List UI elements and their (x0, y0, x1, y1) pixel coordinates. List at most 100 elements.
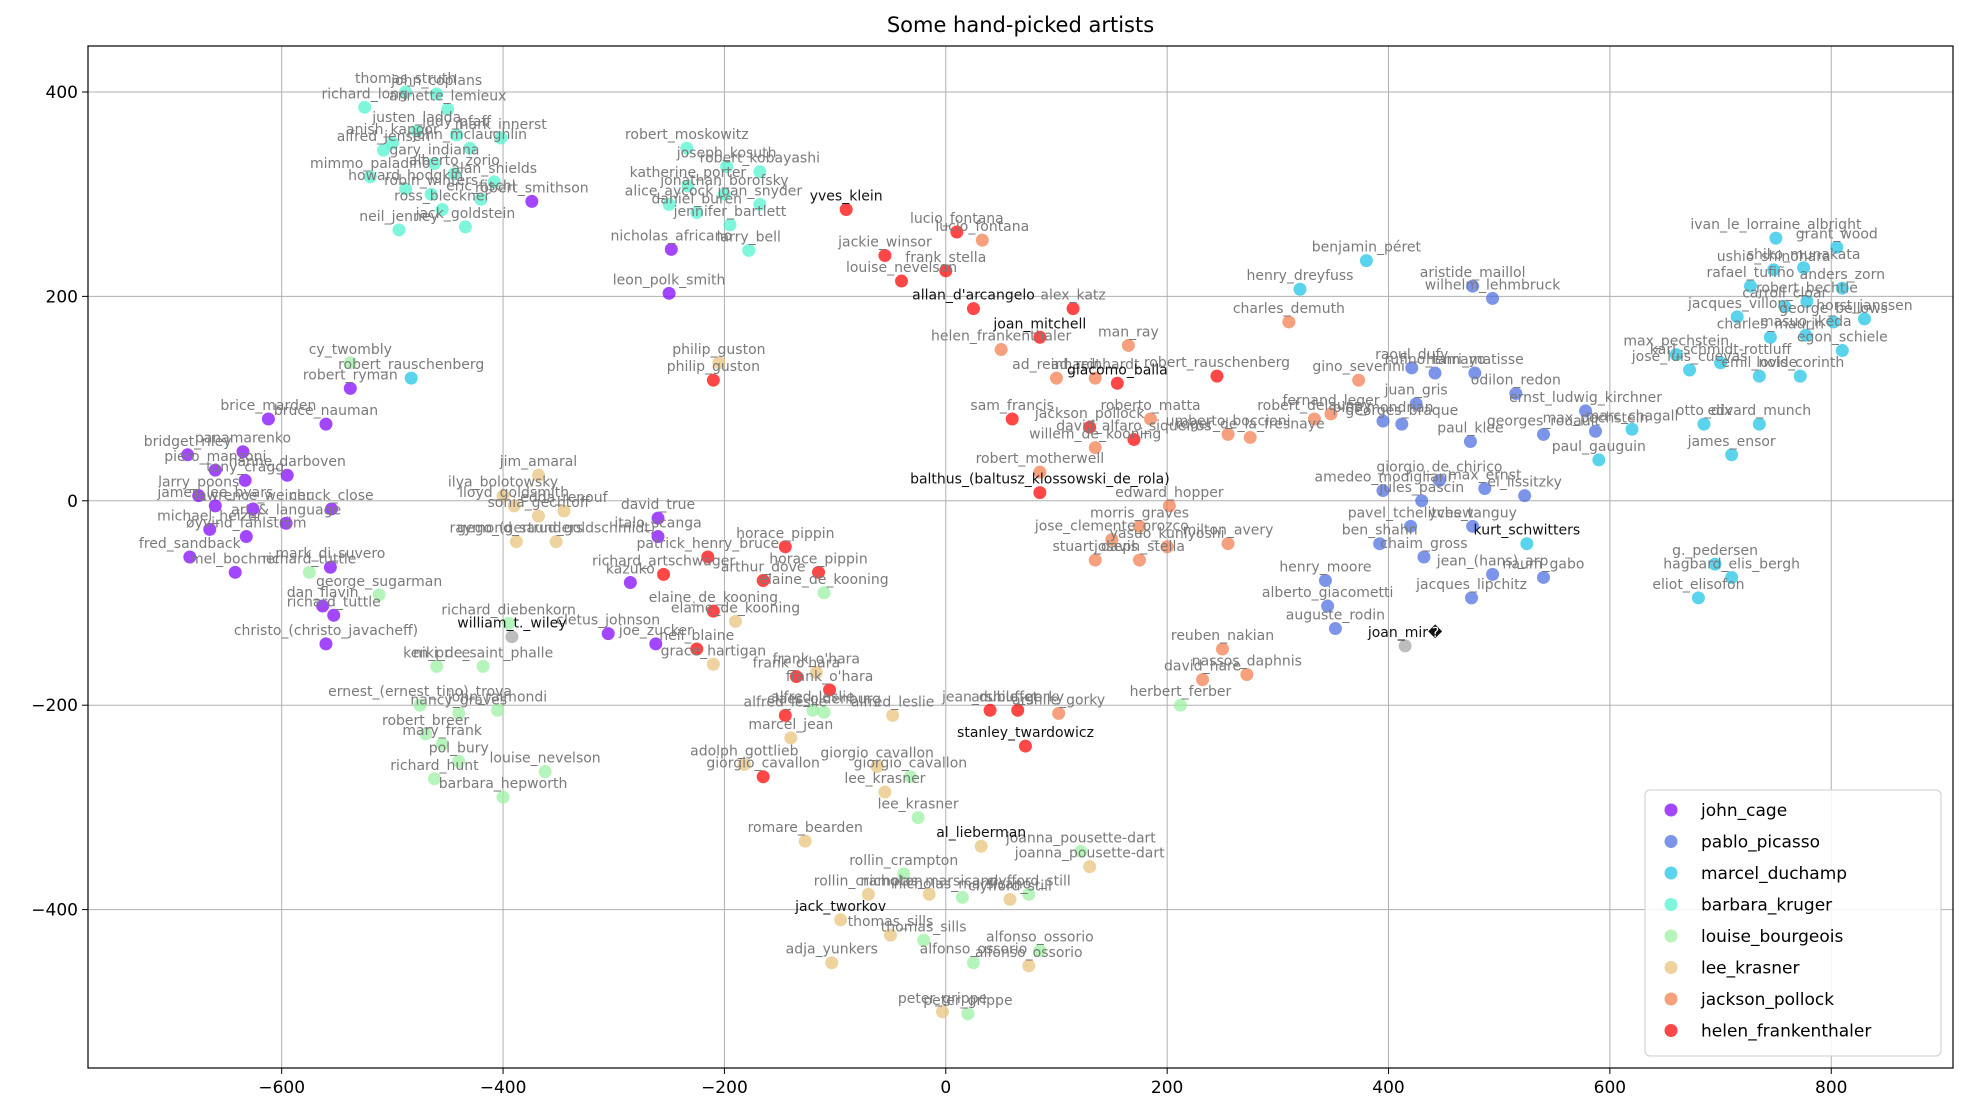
point-label: thomas_sills (848, 914, 934, 930)
point-label: jennifer_bartlett (673, 204, 787, 220)
legend-marker (1664, 803, 1678, 817)
point-label: joanna_pousette-dart (1005, 830, 1156, 846)
data-point (525, 194, 539, 208)
data-point (701, 550, 715, 564)
data-point (363, 170, 377, 184)
point-label: romare_bearden (748, 820, 863, 836)
point-label: naum_gabo (1503, 556, 1585, 572)
legend-box (1644, 789, 1942, 1057)
data-point (664, 242, 678, 256)
data-point (1767, 263, 1781, 277)
point-label: amedeo_modigliani (1315, 470, 1452, 486)
data-point (878, 249, 892, 263)
point-label: kurt_schwitters (1474, 523, 1581, 539)
data-point (1144, 412, 1158, 426)
point-label: jackie_winsor (837, 235, 932, 251)
legend-marker (1664, 898, 1678, 911)
data-point (441, 102, 455, 116)
point-label: egon_schiele (1797, 330, 1888, 346)
x-tick-label: 0 (940, 1078, 951, 1098)
point-label: henry_moore (1279, 560, 1371, 576)
point-label: mimmo_paladino (310, 156, 431, 172)
legend-label: pablo_picasso (1701, 833, 1820, 853)
point-label: frank_o'hara (786, 669, 873, 685)
data-point (1240, 668, 1254, 682)
point-label: joan_snyder (717, 183, 803, 199)
point-label: øyvind_fahlström (186, 516, 307, 532)
data-point (897, 867, 911, 881)
data-point (509, 535, 523, 549)
data-point (1799, 328, 1813, 342)
point-label: masuo_ikeda (1760, 314, 1852, 330)
point-label: eric_fischl (446, 178, 516, 194)
point-label: peter_grippe (923, 993, 1012, 1009)
data-point (1221, 537, 1235, 551)
data-point (1708, 557, 1722, 571)
data-point (1318, 574, 1332, 588)
data-point (623, 576, 637, 590)
point-label: karl_schmidt-rottluff (1650, 342, 1792, 358)
data-point (737, 757, 751, 771)
grid (88, 46, 1953, 1068)
data-point (1196, 673, 1210, 687)
point-label: rollin_crampton (814, 873, 923, 889)
data-point (717, 187, 731, 201)
data-point (1465, 591, 1479, 605)
data-point (966, 302, 980, 316)
legend-label: lee_krasner (1701, 959, 1799, 979)
data-point (1005, 412, 1019, 426)
point-label: robert_rauschenberg (338, 357, 484, 373)
point-label: ben_shahn (1342, 523, 1418, 539)
data-point (404, 371, 418, 385)
data-point (870, 760, 884, 774)
point-label: milton_avery (1183, 523, 1274, 539)
data-point (1398, 639, 1412, 653)
point-label: alfonso_ossorio (920, 942, 1028, 958)
data-point (385, 136, 399, 150)
data-point (1373, 537, 1387, 551)
point-label: allan_d'arcangelo (912, 288, 1035, 304)
data-point (1022, 959, 1036, 973)
point-label: chuck_close (289, 488, 373, 504)
data-point (1088, 441, 1102, 455)
chart-title: Some hand-picked artists (887, 13, 1154, 37)
point-label: piet_mondrian (1333, 400, 1434, 416)
data-point (1083, 860, 1097, 874)
data-point (1691, 591, 1705, 605)
data-point (817, 705, 831, 719)
point-label: mary_frank (402, 723, 482, 739)
point-label: eliot_elisofon (1652, 577, 1744, 593)
point-label: rufino_tamayo (1384, 352, 1485, 368)
point-label: richard_artschwager (592, 553, 735, 569)
data-point (319, 417, 333, 431)
legend-label: marcel_duchamp (1701, 864, 1847, 884)
data-point (690, 642, 704, 656)
data-point (1409, 397, 1423, 411)
data-point (1463, 435, 1477, 449)
data-point (1404, 519, 1418, 533)
data-point (911, 811, 925, 825)
data-point (1033, 943, 1047, 957)
data-point (1714, 356, 1728, 370)
data-point (817, 586, 831, 600)
data-point (1478, 482, 1492, 496)
legend-label: helen_frankenthaler (1701, 1022, 1871, 1042)
data-point (1520, 537, 1534, 551)
data-point (192, 489, 206, 503)
point-label: giorgio_de_chirico (1376, 459, 1502, 475)
point-label: robert_delaunay (1257, 398, 1371, 414)
point-label: al_lieberman (936, 825, 1026, 841)
data-point (1022, 887, 1036, 901)
legend-marker (1664, 992, 1678, 1006)
data-point (839, 203, 853, 217)
point-label: paul_gauguin (1552, 439, 1646, 455)
data-point (706, 373, 720, 387)
point-label: larry_bell (717, 229, 781, 245)
data-point (430, 659, 444, 673)
point-label: jean_dubuffet (941, 689, 1039, 705)
point-label: joan_mir� (1367, 624, 1443, 641)
legend-marker (1664, 866, 1678, 880)
data-point (789, 670, 803, 684)
point-label: george_bellows (1779, 301, 1888, 317)
